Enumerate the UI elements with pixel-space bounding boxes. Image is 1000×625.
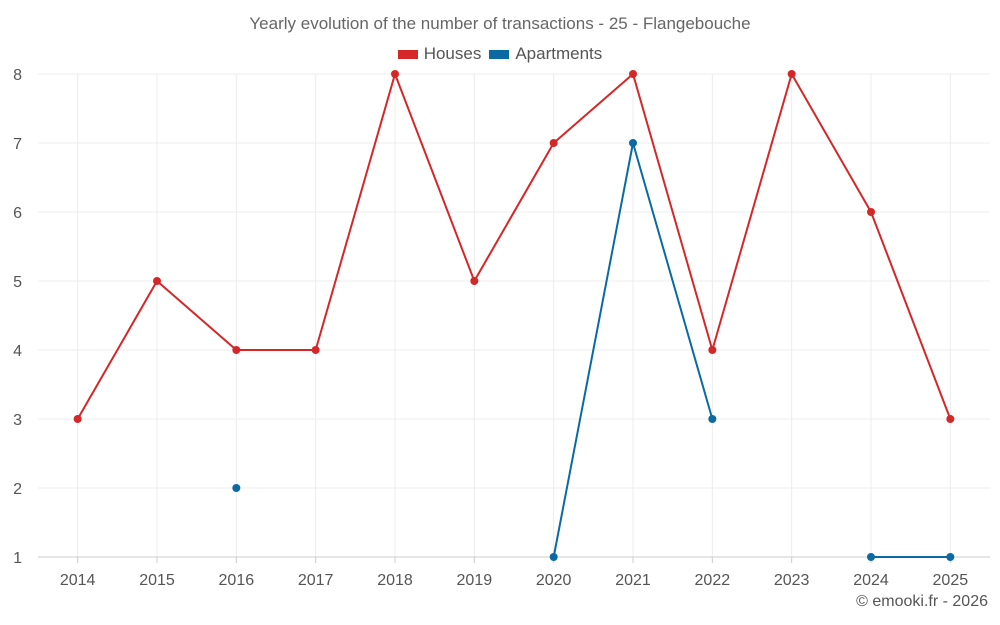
legend-swatch-houses xyxy=(397,49,418,59)
data-point-houses xyxy=(867,208,875,216)
y-tick-label: 1 xyxy=(13,550,22,567)
grid xyxy=(38,73,990,557)
legend-item-houses[interactable]: Houses xyxy=(397,44,482,64)
y-tick-label: 8 xyxy=(13,67,22,84)
x-tick-label: 2019 xyxy=(457,572,493,589)
data-point-apartments xyxy=(629,139,637,147)
chart-title: Yearly evolution of the number of transa… xyxy=(249,14,751,33)
data-point-houses xyxy=(708,346,717,354)
data-point-houses xyxy=(232,346,241,354)
data-point-houses xyxy=(153,277,161,285)
y-tick-label: 4 xyxy=(13,343,22,360)
x-tick-label: 2016 xyxy=(219,572,255,589)
x-tick-label: 2017 xyxy=(298,572,334,589)
legend-label-houses: Houses xyxy=(423,44,482,63)
y-tick-label: 6 xyxy=(13,205,22,222)
x-tick-label: 2014 xyxy=(60,572,96,589)
series-layer xyxy=(73,70,955,561)
data-point-apartments xyxy=(708,415,717,423)
x-tick-label: 2018 xyxy=(377,572,413,589)
data-point-houses xyxy=(946,415,955,423)
series-line-houses xyxy=(76,73,952,420)
credit-text: © emooki.fr - 2026 xyxy=(856,593,988,610)
x-tick-label: 2020 xyxy=(536,572,572,589)
legend-swatch-apartments xyxy=(489,49,510,59)
data-point-apartments xyxy=(549,553,558,561)
data-point-houses xyxy=(73,415,82,423)
data-point-apartments xyxy=(232,484,241,492)
data-point-apartments xyxy=(867,553,875,561)
legend: Houses Apartments xyxy=(0,44,1000,64)
y-tick-label: 5 xyxy=(13,274,22,291)
x-tick-label: 2024 xyxy=(853,572,889,589)
data-point-houses xyxy=(311,346,320,354)
data-point-houses xyxy=(391,70,399,78)
data-point-apartments xyxy=(946,553,955,561)
data-point-houses xyxy=(787,70,796,78)
legend-label-apartments: Apartments xyxy=(515,44,603,63)
x-tick-label: 2025 xyxy=(933,572,969,589)
x-tick-label: 2022 xyxy=(695,572,731,589)
y-tick-label: 2 xyxy=(13,481,22,498)
data-point-houses xyxy=(549,139,558,147)
data-point-houses xyxy=(470,277,479,285)
x-tick-label: 2021 xyxy=(615,572,651,589)
x-tick-label: 2023 xyxy=(774,572,810,589)
axes: 1 2 3 4 5 6 7 8 2014 2015 2016 2017 2018 2019 2020 2021… xyxy=(13,67,990,589)
legend-item-apartments[interactable]: Apartments xyxy=(489,44,602,64)
y-tick-label: 7 xyxy=(13,136,22,153)
x-tick-label: 2015 xyxy=(139,572,175,589)
data-point-houses xyxy=(629,70,637,78)
y-tick-label: 3 xyxy=(13,412,22,429)
